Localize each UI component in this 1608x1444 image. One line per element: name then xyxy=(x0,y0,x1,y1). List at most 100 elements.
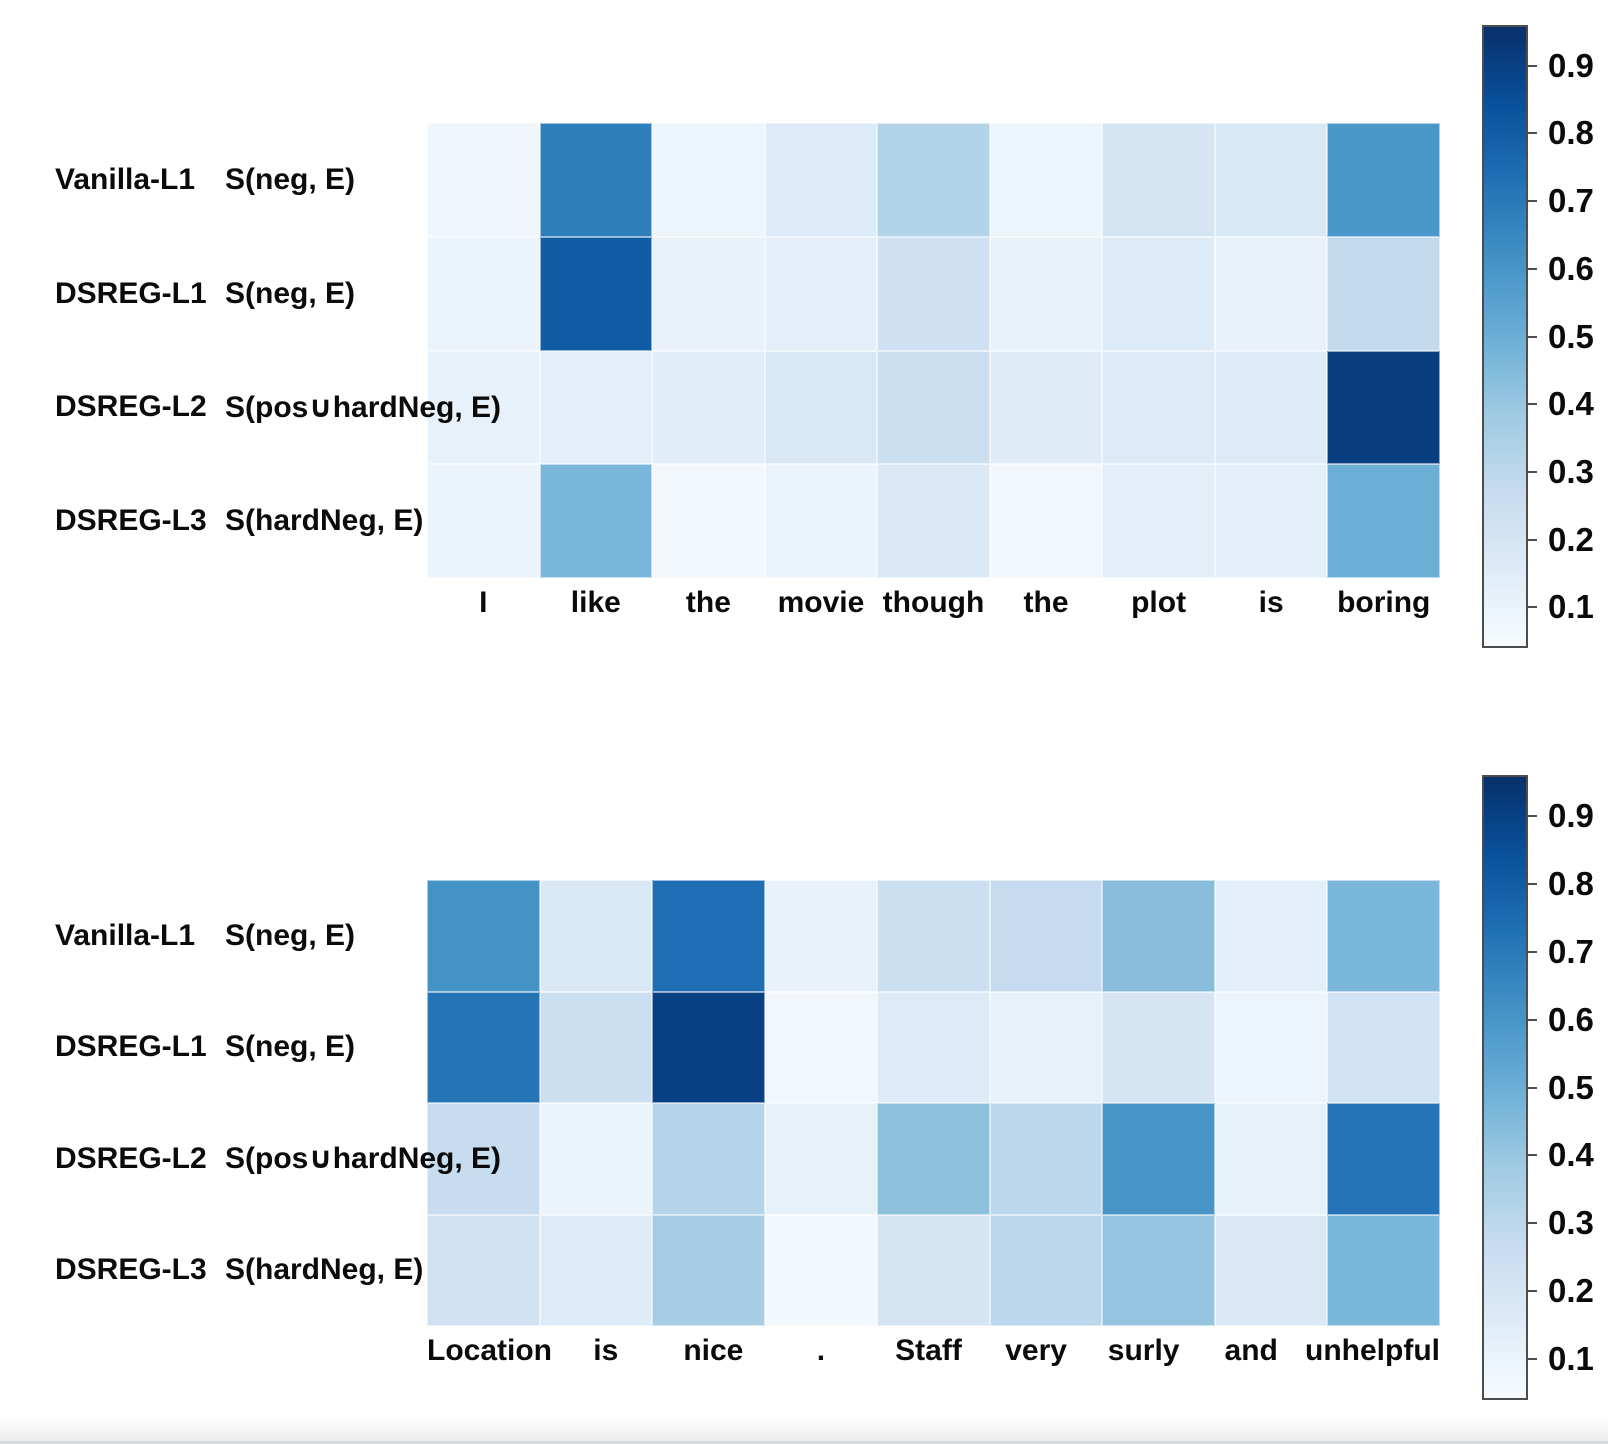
row-label-model: DSREG-L2 xyxy=(55,1141,207,1175)
x-tick-label: boring xyxy=(1337,586,1431,619)
row-label-model: Vanilla-L1 xyxy=(55,918,196,952)
heatmap-cell xyxy=(989,1214,1103,1326)
x-tick-label: Staff xyxy=(895,1334,962,1367)
colorbar-tick-label: 0.9 xyxy=(1548,796,1594,834)
colorbar-tick-label: 0.4 xyxy=(1548,1136,1594,1174)
x-tick-label: the xyxy=(685,586,731,619)
colorbar-tick-label: 0.6 xyxy=(1548,1000,1594,1038)
heatmap-cell xyxy=(877,464,990,578)
row-label: Vanilla-L1 S(neg, E) xyxy=(55,880,501,992)
row-label-scorefn: S(pos∪hardNeg, E) xyxy=(225,1142,502,1176)
x-tick-label: nice xyxy=(683,1334,744,1367)
row-label-scorefn: S(neg, E) xyxy=(225,276,356,310)
heatmap-cell xyxy=(1214,350,1328,465)
row-label: DSREG-L1 S(neg, E) xyxy=(55,992,501,1104)
heatmap-cell xyxy=(652,880,765,992)
colorbar-tick-label: 0.2 xyxy=(1548,520,1594,558)
heatmap-cell xyxy=(1102,1214,1215,1326)
heatmap-cell xyxy=(1102,880,1215,992)
x-tick-label: very xyxy=(1005,1334,1067,1367)
x-tick-label: like xyxy=(570,586,621,619)
heatmap-cell xyxy=(652,1214,765,1326)
row-label-scorefn: S(neg, E) xyxy=(225,1030,356,1064)
row-label-model: DSREG-L2 xyxy=(55,390,207,424)
x-tick-label: Location xyxy=(427,1334,552,1367)
colorbar-tick-label: 0.8 xyxy=(1548,864,1594,902)
heatmap-cell xyxy=(1214,1214,1328,1326)
colorbar-gradient xyxy=(1482,25,1528,648)
colorbar-tick xyxy=(1528,132,1537,135)
colorbar-tick-label: 0.3 xyxy=(1548,1204,1594,1242)
colorbar-tick xyxy=(1528,1222,1537,1225)
heatmap-cell xyxy=(1102,350,1215,465)
colorbar-tick xyxy=(1528,64,1537,67)
colorbar-tick xyxy=(1528,814,1537,817)
x-tick-label: is xyxy=(593,1334,619,1367)
heatmap-cell xyxy=(989,991,1103,1103)
heatmap-cell xyxy=(877,350,990,465)
x-tick-label: though xyxy=(882,586,985,619)
row-label-model: DSREG-L1 xyxy=(55,1030,207,1064)
colorbar-tick xyxy=(1528,335,1537,338)
heatmap-cell xyxy=(427,880,540,992)
colorbar-tick xyxy=(1528,1018,1537,1021)
x-tick-label: I xyxy=(479,586,488,619)
heatmap-cell xyxy=(989,1103,1103,1215)
heatmap-cell xyxy=(427,236,540,351)
heatmap-cell xyxy=(877,123,990,237)
heatmap-cell xyxy=(764,236,878,351)
row-label: DSREG-L1 S(neg, E) xyxy=(55,237,501,351)
heatmap-grid xyxy=(427,123,1440,578)
colorbar-tick xyxy=(1528,882,1537,885)
row-label: Vanilla-L1 S(neg, E) xyxy=(55,123,501,237)
colorbar: 0.9 0.8 0.7 0.6 0.5 0.4 0.3 0.2 0.1 xyxy=(1482,25,1602,648)
x-tick-label: surly xyxy=(1107,1334,1180,1367)
heatmap-cell xyxy=(1327,991,1440,1103)
heatmap-cell xyxy=(1327,123,1440,237)
heatmap-cell xyxy=(1327,1214,1440,1326)
heatmap-cell xyxy=(764,1103,878,1215)
colorbar-tick-label: 0.9 xyxy=(1548,46,1594,84)
colorbar-tick xyxy=(1528,1290,1537,1293)
heatmap-cell xyxy=(427,350,540,465)
row-label-scorefn: S(neg, E) xyxy=(225,918,356,952)
colorbar-tick xyxy=(1528,267,1537,270)
colorbar-tick-label: 0.7 xyxy=(1548,932,1594,970)
heatmap-cell xyxy=(1327,350,1440,465)
heatmap-cell xyxy=(427,464,540,578)
heatmap-cell xyxy=(427,1214,540,1326)
colorbar-tick-label: 0.2 xyxy=(1548,1272,1594,1310)
colorbar-tick-label: 0.7 xyxy=(1548,182,1594,220)
colorbar-tick xyxy=(1528,403,1537,406)
heatmap-cell xyxy=(539,350,653,465)
row-label-model: Vanilla-L1 xyxy=(55,162,196,196)
heatmap-grid xyxy=(427,880,1440,1326)
row-label-scorefn: S(neg, E) xyxy=(225,162,356,196)
row-label: DSREG-L2 S(pos∪hardNeg, E) xyxy=(55,1103,501,1215)
heatmap-cell xyxy=(652,350,765,465)
heatmap-cell xyxy=(1102,123,1215,237)
row-label-model: DSREG-L1 xyxy=(55,276,207,310)
colorbar-tick-label: 0.3 xyxy=(1548,452,1594,490)
heatmap-cell xyxy=(989,236,1103,351)
heatmap-cell xyxy=(652,991,765,1103)
heatmap-cell xyxy=(877,880,990,992)
heatmap-cell xyxy=(1327,464,1440,578)
heatmap-cell xyxy=(764,350,878,465)
heatmap-cell xyxy=(539,123,653,237)
x-tick-label: and xyxy=(1224,1334,1278,1367)
x-tick-label: plot xyxy=(1131,586,1187,619)
heatmap-cell xyxy=(1214,464,1328,578)
slide-bottom-edge xyxy=(0,1417,1608,1444)
heatmap-cell xyxy=(427,123,540,237)
heatmap-cell xyxy=(1102,991,1215,1103)
heatmap-cell xyxy=(652,464,765,578)
colorbar-tick-label: 0.8 xyxy=(1548,114,1594,152)
row-label: DSREG-L3 S(hardNeg, E) xyxy=(55,1215,501,1327)
colorbar-tick-label: 0.5 xyxy=(1548,1068,1594,1106)
heatmap-cell xyxy=(764,880,878,992)
heatmap-cell xyxy=(652,236,765,351)
heatmap-cell xyxy=(1214,236,1328,351)
